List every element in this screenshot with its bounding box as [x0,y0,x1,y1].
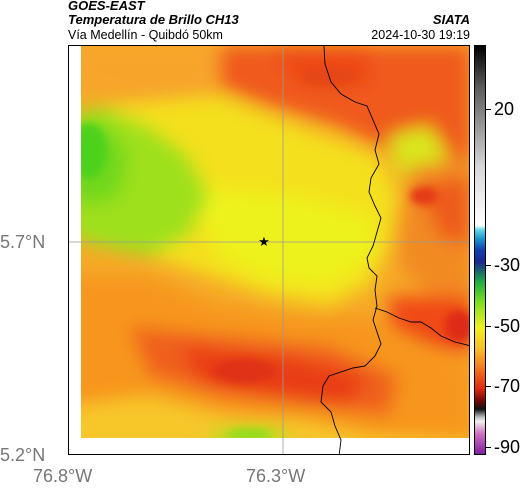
no-data-bottom [69,438,469,454]
colorbar [474,45,486,455]
map-svg: ★ [69,46,469,454]
colorbar-tick [486,386,491,387]
boundary-line [320,46,382,454]
route-subtitle: Vía Medellín - Quibdó 50km [68,28,223,42]
colorbar-tick [486,447,491,448]
location-marker-icon: ★ [258,234,270,249]
no-data-left [69,46,81,454]
colorbar-label-minus70: -70 [494,376,521,396]
datetime-label: 2024-10-30 19:19 [371,28,470,42]
brightness-temperature-map: ★ [68,45,470,455]
agency-label: SIATA [432,12,470,27]
colorbar-label-20: 20 [494,99,515,119]
lat-label-5-2: 5.2°N [0,445,46,465]
satellite-title: GOES-EAST [68,0,145,13]
lon-label-76-3: 76.3°W [246,466,306,486]
product-title: Temperatura de Brillo CH13 [68,12,239,27]
colorbar-label-minus50: -50 [494,316,521,336]
colorbar-tick [486,265,491,266]
lon-label-76-8: 76.8°W [33,466,93,486]
colorbar-tick [486,326,491,327]
colorbar-tick [486,109,491,110]
lat-label-5-7: 5.7°N [0,232,46,252]
colorbar-label-minus30: -30 [494,255,521,275]
boundary-branch [374,307,469,346]
colorbar-label-minus90: -90 [494,437,521,457]
